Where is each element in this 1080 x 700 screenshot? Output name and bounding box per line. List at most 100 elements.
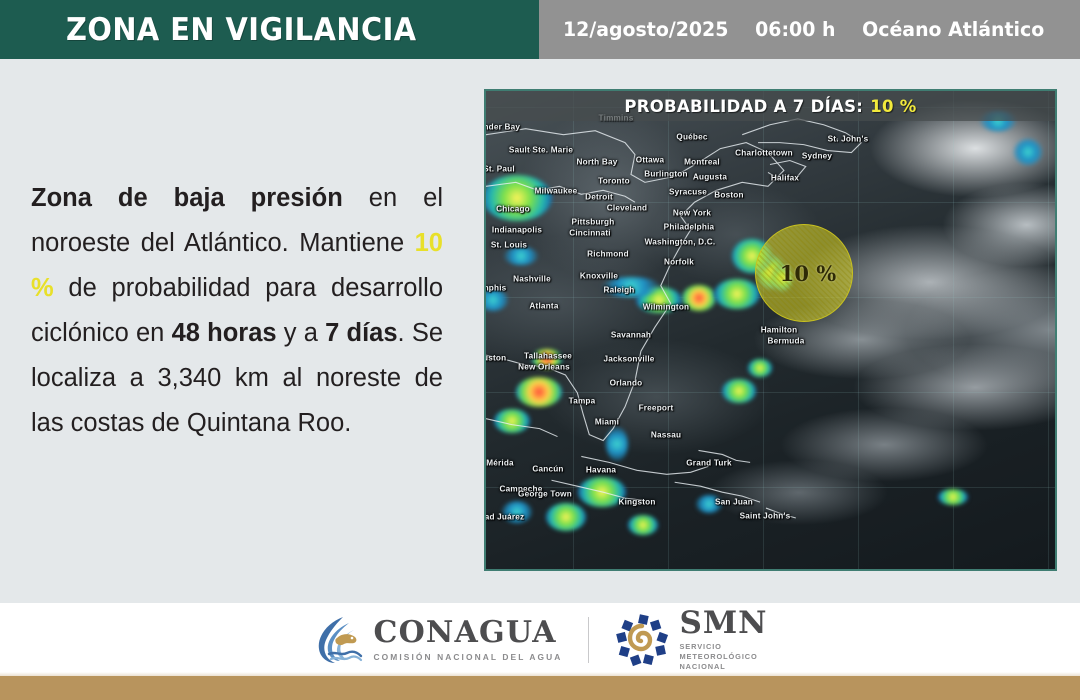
city-label: North Bay xyxy=(576,157,618,167)
bulletin-window-7d: 7 días xyxy=(325,319,398,347)
gold-bar-fade xyxy=(0,672,1080,677)
city-label: Nassau xyxy=(650,430,682,440)
city-label: Hamilton xyxy=(760,325,798,335)
bulletin-t3: y a xyxy=(276,319,326,347)
city-dot xyxy=(607,289,609,291)
smn-name: SMN xyxy=(679,605,768,642)
city-label: Indianapolis xyxy=(491,225,543,235)
bulletin-lead: Zona de baja presión xyxy=(31,184,343,212)
city-dot xyxy=(533,493,535,495)
city-label: Boston xyxy=(714,190,744,200)
map-title-value: 10 % xyxy=(870,96,917,116)
city-dot xyxy=(484,516,485,518)
convection-cell xyxy=(486,175,552,221)
city-label: Ciudad Juárez xyxy=(484,512,525,522)
city-label: Kingston xyxy=(618,497,656,507)
city-label: Saint John's xyxy=(739,511,791,521)
city-label: Atlanta xyxy=(529,301,559,311)
bulletin-probability: 10 % xyxy=(31,229,443,302)
city-label: Thunder Bay xyxy=(484,122,521,132)
bulletin-date: 12/agosto/2025 xyxy=(563,18,729,41)
city-dot xyxy=(676,191,678,193)
convection-cell xyxy=(682,285,716,311)
city-dot xyxy=(774,340,776,342)
city-dot xyxy=(677,226,679,228)
coastline-overlay xyxy=(486,118,863,519)
city-dot xyxy=(587,196,589,198)
city-label: Norfolk xyxy=(663,257,695,267)
page-header: ZONA EN VIGILANCIA 12/agosto/2025 06:00 … xyxy=(0,0,1080,59)
city-label: Savannah xyxy=(610,330,652,340)
convection-cell xyxy=(486,289,508,311)
logo-divider xyxy=(588,617,590,663)
city-dot xyxy=(536,468,538,470)
city-label: Halifax xyxy=(770,173,800,183)
city-label: Freeport xyxy=(638,403,674,413)
city-label: Raleigh xyxy=(603,285,635,295)
city-dot xyxy=(617,358,619,360)
city-dot xyxy=(578,232,580,234)
city-dot xyxy=(544,190,546,192)
probability-area-disc[interactable]: 10 % xyxy=(755,224,853,322)
city-dot xyxy=(581,221,583,223)
city-label: Wilmington xyxy=(642,302,690,312)
conagua-icon xyxy=(318,617,362,663)
city-dot xyxy=(690,161,692,163)
city-dot xyxy=(529,149,531,151)
city-label: Memphis xyxy=(486,283,507,293)
city-dot xyxy=(505,229,507,231)
satellite-map[interactable]: Thunder BayTimminsSault Ste. MarieNorth … xyxy=(484,89,1057,571)
convection-cell xyxy=(516,377,562,407)
city-label: Bermuda xyxy=(767,336,805,346)
city-label: Syracuse xyxy=(668,187,708,197)
convection-cell xyxy=(602,277,660,297)
city-dot xyxy=(619,334,621,336)
convection-cell xyxy=(722,379,756,403)
city-label: Knoxville xyxy=(579,271,619,281)
conagua-text: CONAGUA COMISIÓN NACIONAL DEL AGUA xyxy=(373,615,563,663)
city-label: Detroit xyxy=(585,192,613,202)
city-label: Tampa xyxy=(568,396,596,406)
city-label: Richmond xyxy=(587,249,629,259)
city-label: Augusta xyxy=(692,172,728,182)
header-meta-band: 12/agosto/2025 06:00 h Océano Atlántico xyxy=(539,0,1080,59)
city-label: Toronto xyxy=(598,176,630,186)
content-area: Zona de baja presión en el noroeste del … xyxy=(0,59,1080,603)
page-title: ZONA EN VIGILANCIA xyxy=(66,11,417,48)
smn-subtitle: SERVICIO METEOROLÓGICO NACIONAL xyxy=(679,642,758,671)
smn-text: SMN SERVICIO METEOROLÓGICO NACIONAL xyxy=(679,608,767,672)
city-dot xyxy=(698,176,700,178)
city-dot xyxy=(501,208,503,210)
city-label: St. John's xyxy=(827,134,869,144)
city-label: New York xyxy=(672,208,712,218)
bulletin-text: Zona de baja presión en el noroeste del … xyxy=(31,176,443,446)
city-dot xyxy=(532,305,534,307)
city-dot xyxy=(520,278,522,280)
city-dot xyxy=(680,212,682,214)
bulletin-t4: . Se localiza a 3,340 km al noreste de l… xyxy=(31,319,444,437)
city-dot xyxy=(717,194,719,196)
city-label: St. Louis xyxy=(490,240,528,250)
city-dot xyxy=(585,161,587,163)
conagua-subtitle: COMISIÓN NACIONAL DEL AGUA xyxy=(373,652,563,662)
city-label: Charlottetown xyxy=(735,148,793,158)
bulletin-time: 06:00 h xyxy=(755,18,836,41)
city-dot xyxy=(805,155,807,157)
convection-cell xyxy=(714,279,760,309)
city-label: Montreal xyxy=(684,157,720,167)
city-dot xyxy=(509,488,511,490)
city-label: Pittsburgh xyxy=(571,217,615,227)
city-dot xyxy=(654,306,656,308)
city-dot xyxy=(614,382,616,384)
conagua-name: CONAGUA xyxy=(373,615,557,650)
convection-cell xyxy=(494,409,530,433)
convection-cell xyxy=(748,359,772,377)
convection-cell xyxy=(546,503,586,531)
city-dot xyxy=(602,180,604,182)
city-dot xyxy=(638,159,640,161)
convection-cell xyxy=(696,495,722,513)
convection-cell xyxy=(606,427,628,461)
city-dot xyxy=(667,261,669,263)
city-dot xyxy=(587,275,589,277)
convection-cell xyxy=(938,489,968,505)
